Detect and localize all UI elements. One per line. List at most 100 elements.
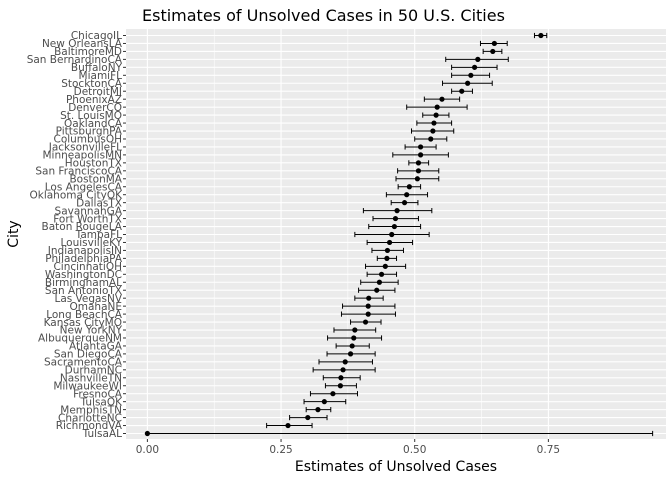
estimate-point — [389, 231, 395, 238]
estimate-point — [382, 263, 388, 269]
estimate-point — [365, 311, 371, 317]
y-tick-label: MiamiFL — [79, 70, 123, 82]
y-tick-label: Long BeachCA — [46, 309, 123, 321]
estimate-point — [392, 215, 399, 222]
estimate-point — [401, 200, 408, 206]
y-tick-label: MinneapolisMN — [43, 150, 123, 162]
y-tick-label: AlbuquerqueNM — [38, 333, 122, 345]
y-tick-label: IndianapolisIN — [48, 245, 122, 257]
estimate-point — [378, 271, 385, 277]
estimate-point — [491, 40, 497, 47]
y-tick-label: Baton RougeLA — [42, 221, 123, 233]
estimate-point — [384, 247, 391, 254]
y-tick-label: DurhamNC — [65, 365, 122, 377]
estimate-point — [391, 223, 397, 230]
y-axis-title: City — [6, 220, 22, 247]
estimate-point — [431, 120, 437, 126]
y-tick-label: PhoenixAZ — [66, 94, 122, 106]
y-tick-label: Las VegasNV — [54, 293, 122, 305]
estimate-point — [365, 303, 371, 309]
estimate-point — [351, 335, 357, 341]
estimate-point — [384, 255, 390, 261]
estimate-point — [468, 72, 474, 78]
y-tick-label: JacksonvilleFL — [48, 142, 122, 154]
estimate-points — [144, 32, 544, 437]
estimate-point — [374, 287, 380, 293]
estimate-point — [471, 64, 478, 70]
estimate-point — [347, 351, 354, 357]
y-tick-label: BostonMA — [69, 173, 122, 185]
y-tick-label: Oklahoma CityOK — [29, 189, 123, 201]
estimate-point — [352, 327, 358, 333]
estimate-point — [376, 279, 383, 285]
y-tick-label: San DiegoCA — [54, 349, 123, 361]
x-tick-label: 0.50 — [403, 444, 426, 456]
y-tick-label: WashingtonDC — [45, 269, 122, 281]
estimate-point — [144, 430, 150, 437]
estimate-point — [338, 375, 344, 381]
estimate-point — [394, 208, 400, 214]
estimate-point — [417, 144, 424, 150]
estimate-point — [459, 88, 465, 94]
x-tick-label: 0.00 — [136, 444, 159, 456]
estimate-point — [490, 48, 496, 55]
estimate-point — [404, 192, 410, 198]
y-tick-label: San AntonioTX — [45, 285, 122, 297]
estimate-point — [321, 399, 327, 405]
y-tick-label: FresnoCA — [73, 388, 123, 400]
estimate-point — [285, 422, 291, 429]
y-tick-label: BuffaloNY — [71, 62, 123, 74]
estimate-point — [538, 32, 544, 39]
y-tick-label: TampaFL — [75, 229, 122, 241]
y-tick-label: RichmondVA — [56, 420, 123, 432]
estimate-point — [340, 367, 346, 373]
y-tick-label: DallasTX — [76, 197, 122, 209]
y-tick-label: PhiladelphiaPA — [45, 253, 123, 265]
estimate-point — [415, 160, 422, 166]
y-tick-label: New OrleansLA — [42, 38, 123, 50]
estimate-point — [330, 391, 336, 397]
y-tick-label: MemphisTN — [60, 404, 122, 416]
y-tick-label: OmahaNE — [69, 301, 122, 313]
y-tick-label: New YorkNY — [60, 325, 123, 337]
estimate-point — [315, 407, 321, 413]
estimate-point — [362, 319, 369, 325]
y-tick-label: San FranciscoCA — [35, 166, 122, 178]
estimate-point — [417, 152, 424, 158]
x-axis-tick-labels: 0.00 0.25 0.50 0.75 — [136, 439, 560, 456]
chart-title: Estimates of Unsolved Cases in 50 U.S. C… — [142, 6, 505, 25]
estimate-point — [414, 176, 420, 182]
y-tick-label: LouisvilleKY — [61, 237, 123, 249]
estimate-point — [342, 359, 348, 365]
estimate-point — [337, 383, 343, 389]
estimate-point — [366, 295, 372, 301]
y-tick-label: CharlotteNC — [58, 412, 122, 424]
estimate-point — [406, 184, 412, 190]
y-tick-label: ChicagoIL — [71, 30, 122, 42]
y-tick-label: Fort WorthTX — [53, 213, 122, 225]
x-axis-title: Estimates of Unsolved Cases — [295, 459, 497, 475]
y-tick-label: BirminghamAL — [45, 277, 122, 289]
y-tick-label: Kansas CityMO — [44, 317, 122, 329]
estimate-point — [386, 239, 393, 246]
y-tick-label: San BernardinoCA — [27, 54, 123, 66]
y-tick-label: BaltimoreMD — [54, 46, 122, 58]
y-tick-label: DenverCO — [68, 102, 122, 114]
estimate-point — [428, 136, 434, 142]
y-tick-label: ColumbusOH — [53, 134, 122, 146]
y-tick-label: PittsburghPA — [56, 126, 123, 138]
estimate-point — [465, 80, 471, 86]
y-tick-label: MilwaukeeWI — [53, 380, 122, 392]
y-tick-label: OaklandCA — [64, 118, 123, 130]
estimate-point — [434, 104, 440, 110]
y-tick-label: StocktonCA — [61, 78, 123, 90]
estimate-point — [439, 96, 445, 102]
y-tick-label: SavannahGA — [55, 205, 123, 217]
estimate-point — [305, 414, 311, 421]
y-tick-label: DetroitMI — [74, 86, 122, 98]
estimate-point — [433, 112, 439, 118]
x-tick-label: 0.75 — [537, 444, 560, 456]
estimate-point — [475, 56, 481, 62]
